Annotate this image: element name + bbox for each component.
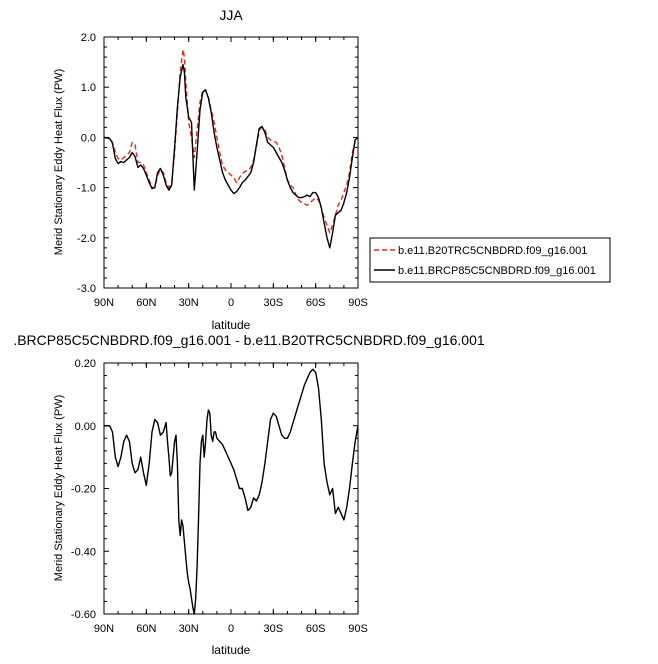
bottom-x-tick-label: 0 xyxy=(228,623,234,635)
top-y-tick-label: 2.0 xyxy=(81,32,96,44)
bottom-chart-marks: 90N 60N 30N 0 30S 60S 90S 0.20 0.00 -0.20 -0.40 -0.… xyxy=(71,358,368,635)
top-chart-marks: 90N 60N 30N 0 30S 60S 90S 2.0 1.0 0.0 -1.0 -2.0 -3.0 xyxy=(77,32,368,309)
bottom-y-tick-label: -0.40 xyxy=(71,546,96,558)
top-y-tick-label: -1.0 xyxy=(77,183,96,195)
top-series-line-0 xyxy=(103,48,359,234)
top-chart-title: JJA xyxy=(219,7,243,23)
bottom-chart-title: .BRCP85C5CNBDRD.f09_g16.001 - b.e11.B20T… xyxy=(13,332,485,348)
top-x-tick-label: 90S xyxy=(348,297,368,309)
bottom-plot-frame xyxy=(103,362,359,615)
bottom-y-tick-label: -0.20 xyxy=(71,484,96,496)
bottom-panel: .BRCP85C5CNBDRD.f09_g16.001 - b.e11.B20T… xyxy=(13,332,485,657)
top-x-tick-label: 30N xyxy=(179,297,199,309)
top-y-tick-label: -3.0 xyxy=(77,283,96,295)
bottom-y-axis-label: Merid Stationary Eddy Heat Flux (PW) xyxy=(53,395,65,581)
bottom-y-tick-label: 0.00 xyxy=(75,421,96,433)
top-x-tick-label: 60N xyxy=(136,297,156,309)
top-y-tick-label: -2.0 xyxy=(77,233,96,245)
top-series-line-1 xyxy=(103,63,359,249)
bottom-x-axis-label: latitude xyxy=(212,643,251,657)
bottom-x-tick-label: 30N xyxy=(179,623,199,635)
bottom-x-tick-label: 90S xyxy=(348,623,368,635)
top-x-axis-label: latitude xyxy=(212,318,251,332)
top-y-tick-label: 1.0 xyxy=(81,82,96,94)
top-plot-frame xyxy=(103,36,359,289)
legend-entry-1: b.e11.BRCP85C5CNBDRD.f09_g16.001 xyxy=(398,265,596,277)
bottom-x-tick-label: 30S xyxy=(264,623,284,635)
bottom-y-tick-label: 0.20 xyxy=(75,358,96,370)
bottom-series-line-0 xyxy=(104,368,359,615)
bottom-y-tick-label: -0.60 xyxy=(71,609,96,621)
bottom-x-tick-label: 60S xyxy=(306,623,326,635)
top-x-tick-label: 0 xyxy=(228,297,234,309)
top-y-tick-label: 0.0 xyxy=(81,132,96,144)
legend: b.e11.B20TRC5CNBDRD.f09_g16.001 b.e11.BR… xyxy=(369,237,611,283)
top-x-tick-label: 60S xyxy=(306,297,326,309)
legend-box xyxy=(369,237,611,283)
top-panel: JJA 90N 60N 30N 0 30S 60S 90S 2.0 1.0 0.0 -1.0 -2.0… xyxy=(53,7,368,332)
top-x-tick-label: 90N xyxy=(94,297,114,309)
bottom-x-tick-label: 90N xyxy=(94,623,114,635)
bottom-x-tick-label: 60N xyxy=(136,623,156,635)
legend-entry-0: b.e11.B20TRC5CNBDRD.f09_g16.001 xyxy=(398,245,587,257)
top-x-tick-label: 30S xyxy=(264,297,284,309)
top-y-axis-label: Merid Stationary Eddy Heat Flux (PW) xyxy=(53,69,65,255)
